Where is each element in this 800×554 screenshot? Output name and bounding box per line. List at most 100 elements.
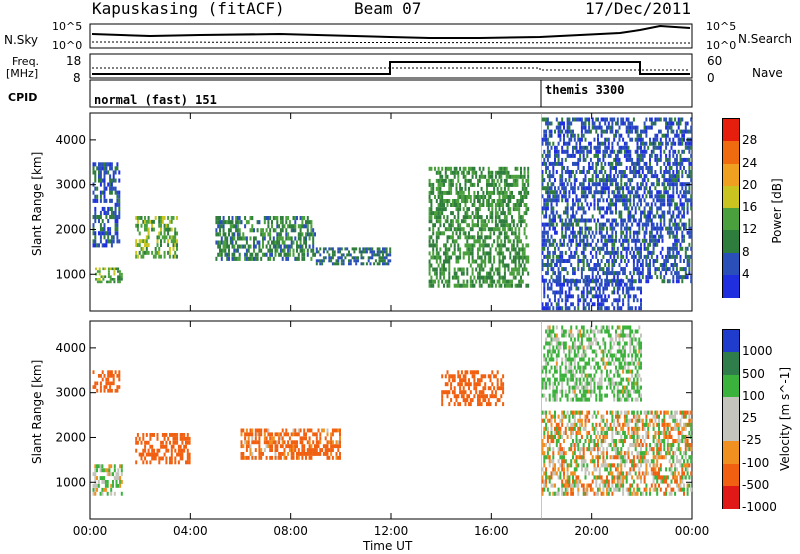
echo-cell [109,267,112,271]
echo-cell [665,137,668,142]
echo-cell [659,166,662,170]
echo-cell [251,228,254,233]
echo-cell [625,157,628,162]
echo-cell [464,219,467,224]
echo-cell [337,247,340,251]
echo-cell [650,166,653,170]
echo-cell [240,432,243,437]
echo-cell [554,298,556,303]
echo-cell [568,194,571,199]
echo-cell [593,263,596,267]
echo-cell [602,222,605,227]
echo-cell [625,202,628,207]
echo-cell [572,161,574,166]
echo-cell [568,170,571,174]
echo-cell [659,263,662,267]
echo-cell [96,243,99,248]
echo-cell [550,286,553,291]
echo-cell [672,194,675,199]
noise-left-tick-bottom: 10^0 [52,39,83,52]
echo-cell [566,222,569,227]
echo-cell [109,206,112,211]
echo-cell [186,436,189,441]
echo-cell [107,210,110,215]
echo-cell [263,220,266,225]
echo-cell [568,306,571,311]
echo-cell [165,223,168,228]
echo-cell [297,232,300,237]
echo-cell [464,199,467,203]
echo-cell [675,170,678,174]
echo-cell [627,157,630,162]
echo-cell [473,378,476,383]
echo-cell [550,234,553,239]
echo-cell [573,230,576,235]
echo-cell [107,235,110,240]
echo-cell [163,227,166,232]
echo-cell [346,253,349,257]
echo-cell [641,141,644,146]
echo-cell [444,267,447,272]
echo-cell [559,259,562,263]
echo-cell [168,250,171,255]
echo-cell [514,247,517,252]
echo-cell [453,243,456,248]
echo-cell [563,483,565,488]
echo-cell [278,240,281,245]
echo-cell [478,275,481,280]
echo-cell [480,235,483,240]
echo-cell [658,226,660,231]
echo-cell [446,203,449,207]
echo-cell [563,459,565,464]
echo-cell [575,170,578,174]
echo-cell [613,298,616,303]
echo-cell [586,170,589,174]
echo-cell [503,211,506,216]
echo-cell [634,294,637,299]
echo-cell [550,186,553,191]
echo-cell [563,447,565,452]
echo-cell [665,190,668,195]
echo-cell [564,290,567,295]
echo-cell [496,170,499,175]
echo-cell [589,178,592,183]
echo-cell [620,282,623,287]
echo-cell [552,483,555,488]
echo-cell [288,236,291,241]
echo-cell [254,448,257,452]
echo-cell [568,153,571,158]
echo-cell [296,240,298,245]
echo-cell [604,278,607,283]
echo-cell [269,232,272,237]
echo-cell [179,456,182,461]
echo-cell [593,447,596,452]
echo-cell [620,194,623,199]
echo-cell [478,166,481,171]
echo-cell [435,211,438,216]
echo-cell [550,459,553,464]
echo-cell [552,306,555,311]
echo-cell [505,231,508,236]
echo-cell [305,232,307,237]
echo-cell [580,290,583,295]
echo-cell [453,170,456,175]
echo-cell [570,286,573,291]
echo-cell [487,199,490,203]
echo-cell [627,178,630,183]
echo-cell [591,414,594,419]
echo-cell [98,278,101,281]
echo-cell [573,422,576,427]
echo-cell [514,178,517,183]
echo-cell [577,475,580,480]
echo-cell [238,232,241,237]
echo-cell [602,455,605,460]
echo-cell [308,448,311,452]
echo-cell [469,215,472,220]
echo-cell [480,263,483,268]
echo-cell [233,244,236,249]
echo-cell [116,223,119,228]
echo-cell [618,137,621,142]
echo-cell [672,250,675,255]
echo-cell [281,220,284,225]
echo-cell [584,194,587,199]
